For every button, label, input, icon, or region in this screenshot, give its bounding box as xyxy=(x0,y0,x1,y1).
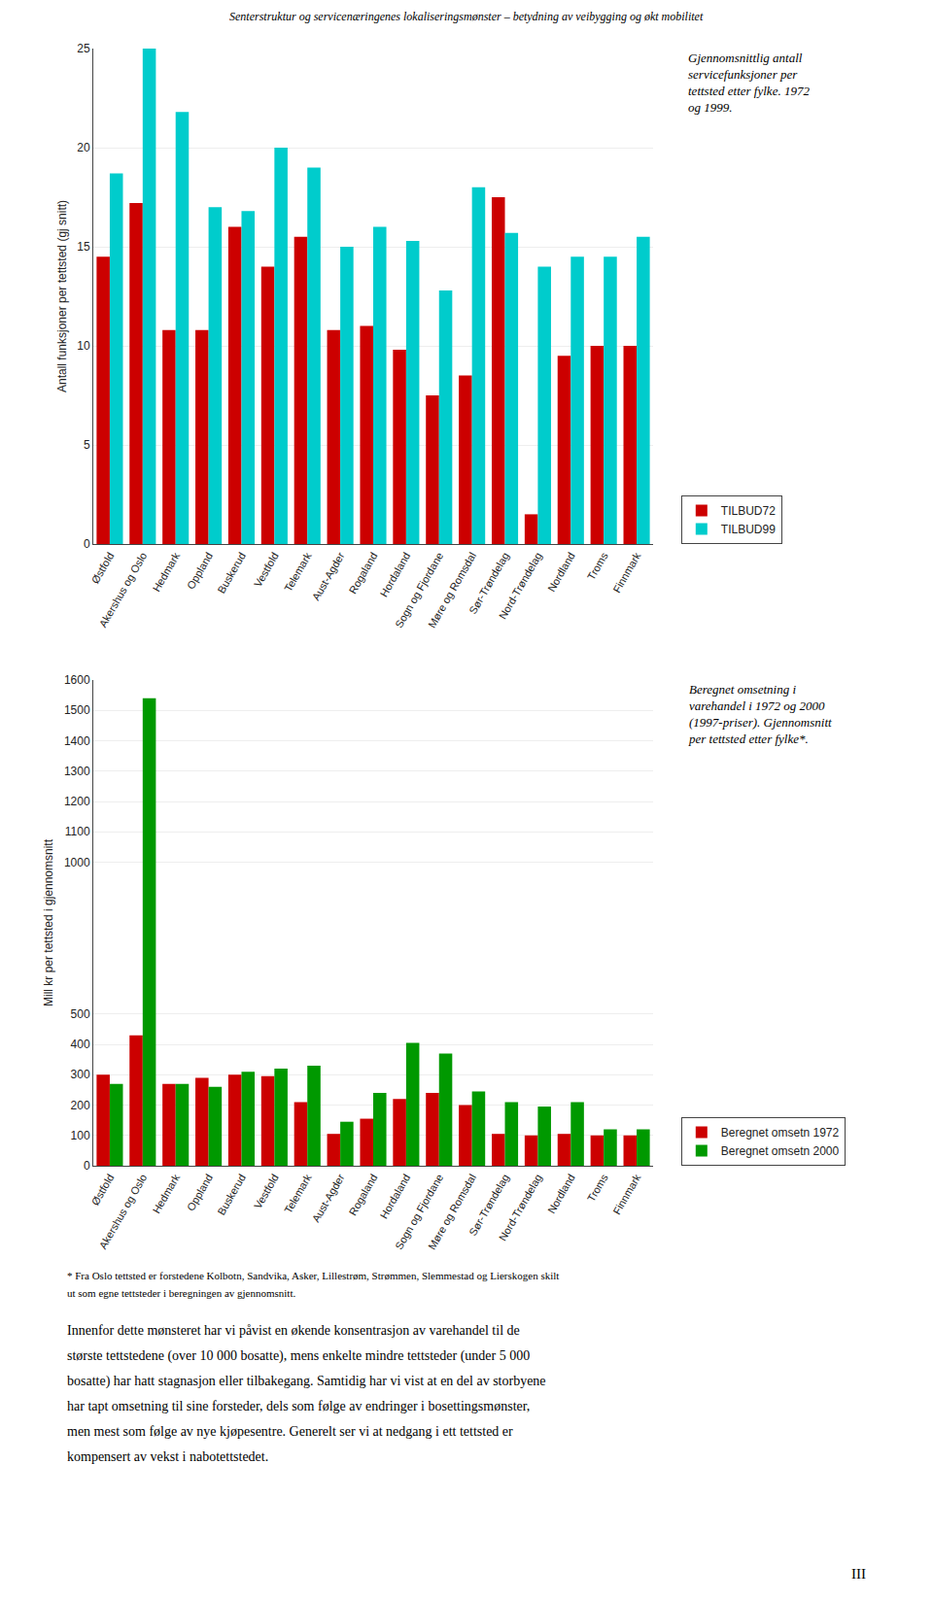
svg-text:Beregnet omsetning ivarehandel: Beregnet omsetning ivarehandel i 1972 og… xyxy=(688,682,832,747)
svg-text:Nordland: Nordland xyxy=(545,1172,578,1216)
svg-text:Buskerud: Buskerud xyxy=(214,550,248,595)
svg-text:Hordaland: Hordaland xyxy=(378,1172,414,1221)
svg-text:men mest som følge av nye kjøp: men mest som følge av nye kjøpesentre. G… xyxy=(67,1424,514,1440)
svg-text:Troms: Troms xyxy=(585,550,611,583)
svg-text:10: 10 xyxy=(76,339,91,353)
svg-text:Møre og Romsdal: Møre og Romsdal xyxy=(425,1172,479,1252)
svg-text:25: 25 xyxy=(76,41,91,56)
svg-text:Vestfold: Vestfold xyxy=(251,1172,281,1211)
svg-text:Telemark: Telemark xyxy=(281,1172,314,1216)
svg-text:kompensert av vekst i nabotett: kompensert av vekst i nabotettstedet. xyxy=(67,1450,269,1465)
svg-text:15: 15 xyxy=(76,240,91,254)
svg-text:500: 500 xyxy=(70,1007,91,1022)
svg-text:100: 100 xyxy=(70,1129,91,1143)
svg-text:Nord-Trøndelag: Nord-Trøndelag xyxy=(496,550,545,622)
svg-text:Telemark: Telemark xyxy=(281,550,314,594)
svg-text:bosatte) har hatt stagnasjon e: bosatte) har hatt stagnasjon eller tilba… xyxy=(67,1374,547,1390)
svg-text:Hedmark: Hedmark xyxy=(150,1172,183,1216)
svg-text:Østfold: Østfold xyxy=(89,1172,117,1208)
svg-text:Møre og Romsdal: Møre og Romsdal xyxy=(425,550,479,630)
svg-text:Oppland: Oppland xyxy=(184,1172,215,1213)
svg-text:største tettstedene (over 10 0: største tettstedene (over 10 000 bosatte… xyxy=(67,1348,530,1365)
svg-text:1100: 1100 xyxy=(65,825,91,839)
svg-text:TILBUD72: TILBUD72 xyxy=(721,504,776,519)
svg-text:Rogaland: Rogaland xyxy=(346,1172,381,1218)
svg-text:Akershus og Oslo: Akershus og Oslo xyxy=(97,1172,150,1251)
svg-text:200: 200 xyxy=(70,1099,91,1113)
svg-text:400: 400 xyxy=(70,1037,91,1052)
svg-text:Sør-Trøndelag: Sør-Trøndelag xyxy=(466,1172,512,1239)
svg-text:1200: 1200 xyxy=(64,794,91,809)
svg-text:Beregnet omsetn 1972: Beregnet omsetn 1972 xyxy=(721,1126,840,1141)
svg-text:1000: 1000 xyxy=(64,856,91,870)
svg-text:ut som egne tettsteder i bereg: ut som egne tettsteder i beregningen av … xyxy=(67,1287,296,1300)
svg-text:Aust-Agder: Aust-Agder xyxy=(310,550,347,603)
svg-text:Innenfor dette mønsteret har v: Innenfor dette mønsteret har vi påvist e… xyxy=(67,1323,520,1339)
svg-text:Gjennomsnittlig antallservicef: Gjennomsnittlig antallservicefunksjoner … xyxy=(688,50,810,115)
svg-text:20: 20 xyxy=(76,140,91,155)
svg-text:Oppland: Oppland xyxy=(184,550,215,591)
svg-text:Aust-Agder: Aust-Agder xyxy=(310,1172,347,1225)
svg-text:har tapt omsetning til sine fo: har tapt omsetning til sine forsteder, d… xyxy=(67,1399,530,1415)
svg-text:Finnmark: Finnmark xyxy=(610,1172,644,1217)
svg-text:Mill kr per tettsted i gjennom: Mill kr per tettsted i gjennomsnitt xyxy=(41,838,56,1007)
svg-text:Akershus og Oslo: Akershus og Oslo xyxy=(97,550,150,629)
svg-text:Beregnet omsetn 2000: Beregnet omsetn 2000 xyxy=(721,1144,840,1159)
svg-text:Sogn og Fjordane: Sogn og Fjordane xyxy=(392,1172,446,1252)
svg-text:1600: 1600 xyxy=(64,673,91,688)
svg-text:1300: 1300 xyxy=(64,764,91,779)
svg-text:Rogaland: Rogaland xyxy=(346,550,381,596)
svg-text:Senterstruktur og servicenærin: Senterstruktur og servicenæringenes loka… xyxy=(229,9,704,24)
svg-text:Antall funksjoner per tettsted: Antall funksjoner per tettsted (gj snitt… xyxy=(55,200,70,393)
svg-text:1400: 1400 xyxy=(64,734,91,749)
svg-text:Nordland: Nordland xyxy=(545,550,578,594)
svg-text:Troms: Troms xyxy=(585,1172,611,1205)
svg-text:0: 0 xyxy=(83,1159,91,1174)
svg-text:Østfold: Østfold xyxy=(89,550,117,586)
svg-text:Hedmark: Hedmark xyxy=(150,550,183,594)
svg-text:300: 300 xyxy=(70,1068,91,1082)
svg-text:0: 0 xyxy=(83,537,91,552)
svg-text:Sogn og Fjordane: Sogn og Fjordane xyxy=(392,550,446,630)
svg-text:1500: 1500 xyxy=(64,703,91,718)
svg-text:Finnmark: Finnmark xyxy=(610,550,644,595)
svg-text:Nord-Trøndelag: Nord-Trøndelag xyxy=(496,1172,545,1244)
svg-text:* Fra Oslo tettsted er forsted: * Fra Oslo tettsted er forstedene Kolbot… xyxy=(67,1270,559,1282)
svg-text:5: 5 xyxy=(83,438,91,452)
svg-text:Vestfold: Vestfold xyxy=(251,550,281,589)
svg-text:TILBUD99: TILBUD99 xyxy=(721,522,776,537)
svg-text:Sør-Trøndelag: Sør-Trøndelag xyxy=(466,550,512,617)
svg-text:Hordaland: Hordaland xyxy=(378,550,414,599)
svg-text:Buskerud: Buskerud xyxy=(214,1172,248,1217)
svg-text:III: III xyxy=(851,1566,866,1583)
